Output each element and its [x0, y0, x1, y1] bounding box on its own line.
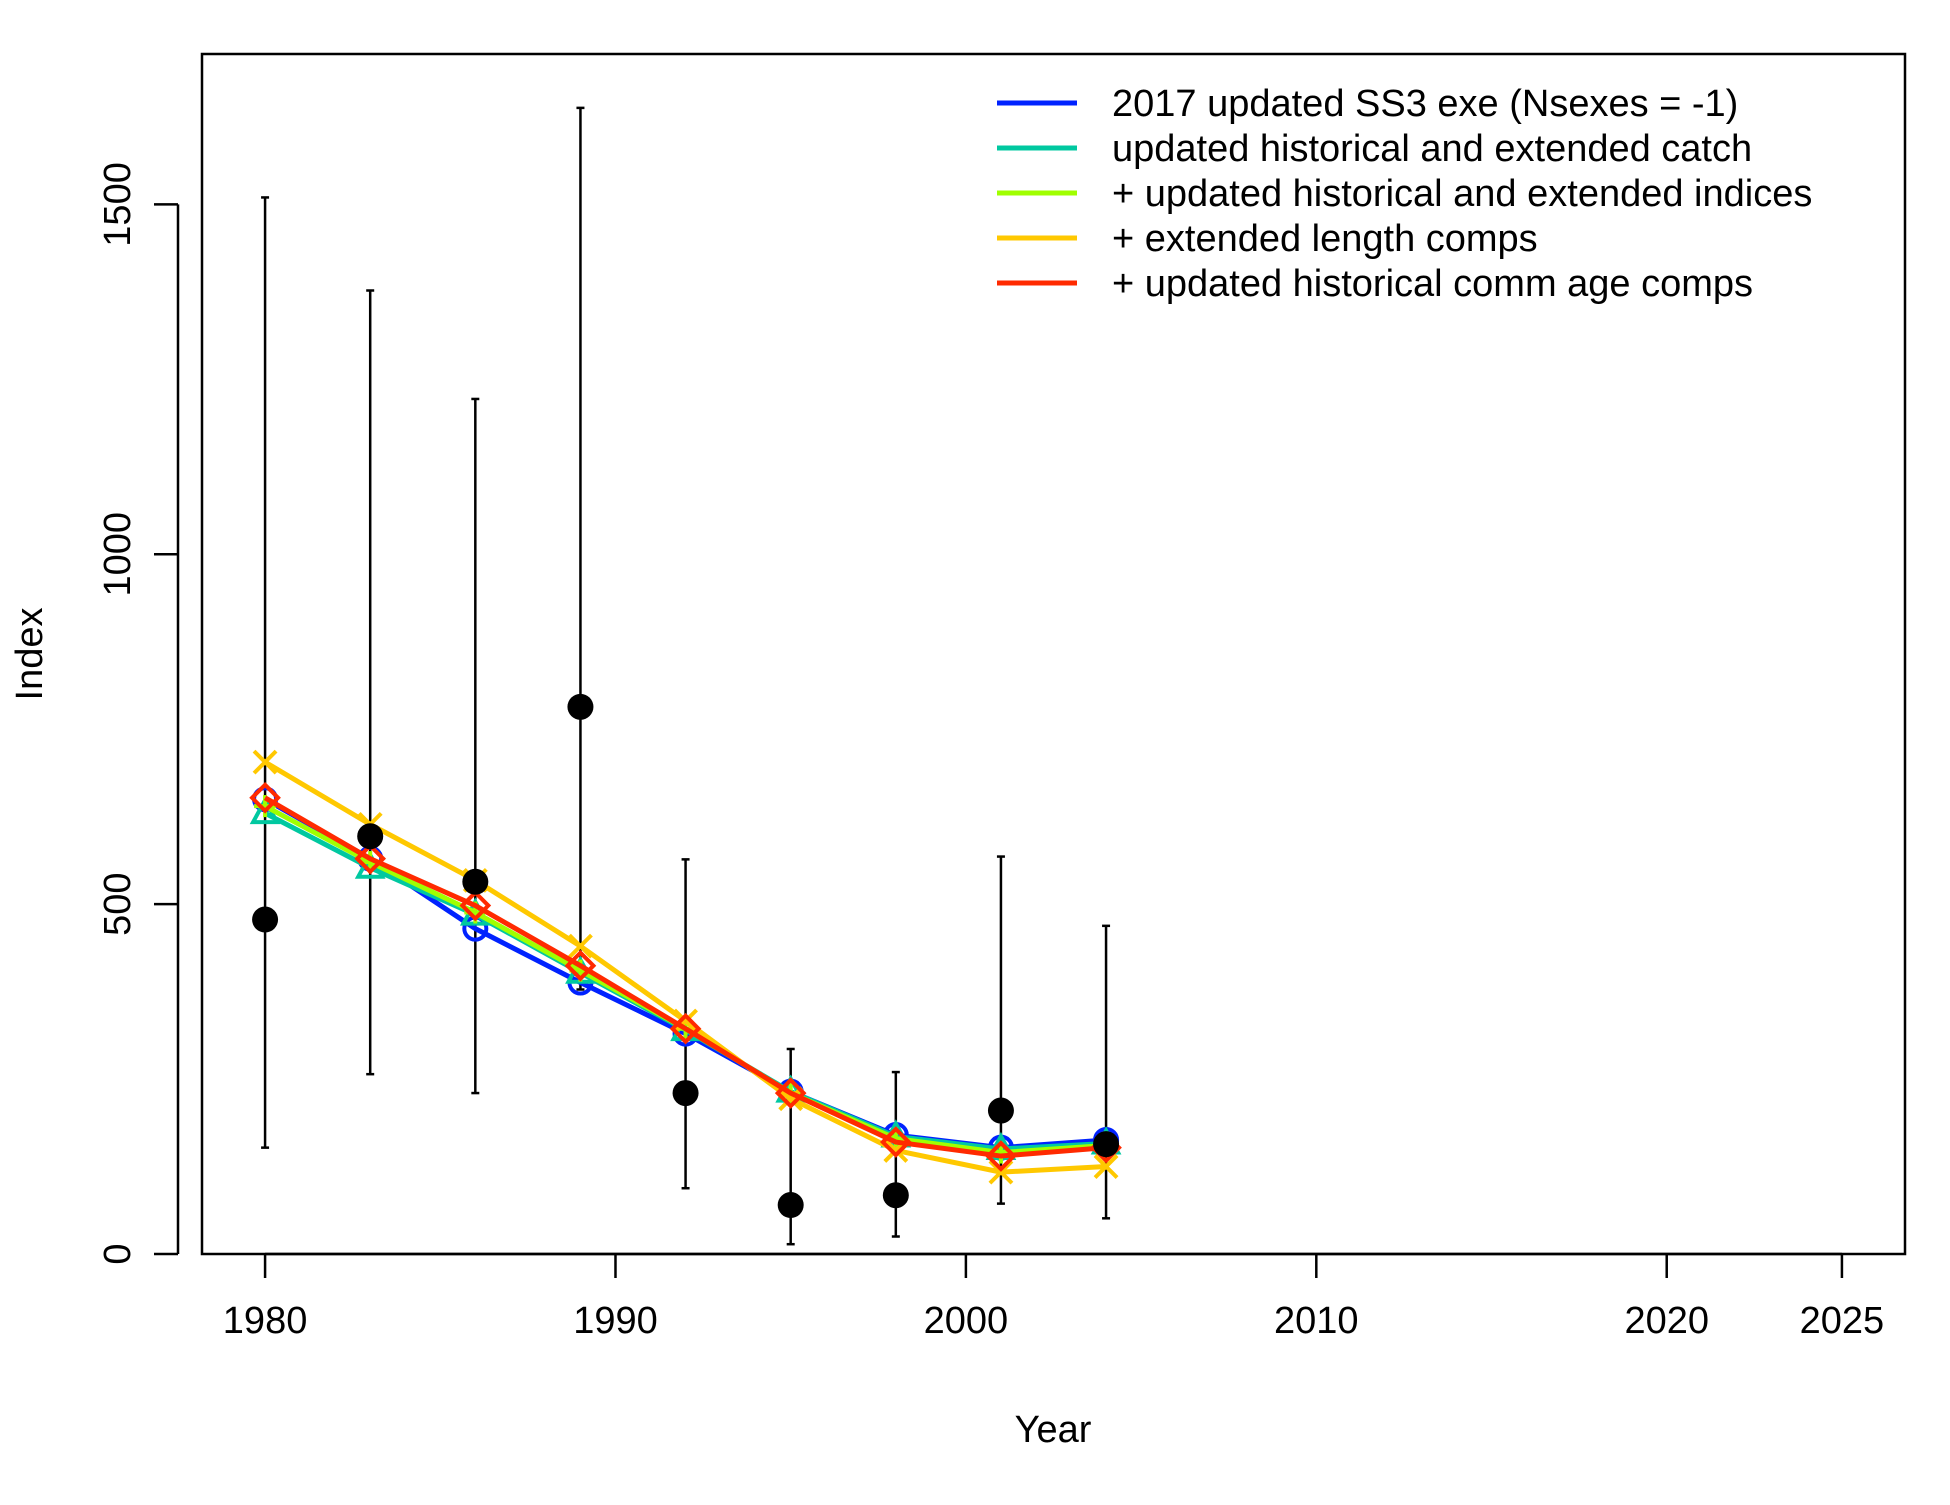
observed-point-1983 [357, 823, 384, 850]
observation-points [252, 693, 1120, 1219]
series-4-point-2001 [988, 1159, 1014, 1185]
x-tick-label-2025: 2025 [1800, 1300, 1885, 1342]
observed-point-1995 [777, 1192, 804, 1219]
x-tick-label-1990: 1990 [573, 1300, 658, 1342]
legend-label-4: + extended length comps [1112, 218, 1538, 260]
y-tick-label-1000: 1000 [97, 512, 139, 597]
series-4-point-1980 [252, 749, 278, 775]
series-5-point-1983 [354, 842, 387, 875]
y-tick-label-500: 500 [97, 872, 139, 935]
x-axis-title: Year [1015, 1409, 1092, 1451]
y-axis: 0 500 1000 1500 [97, 162, 180, 1265]
series-lines [249, 749, 1122, 1185]
series-4-point-1989 [568, 933, 593, 959]
series-5-point-1992 [669, 1012, 702, 1045]
observed-point-1998 [882, 1182, 909, 1209]
x-tick-label-2000: 2000 [924, 1300, 1009, 1342]
y-tick-label-1500: 1500 [97, 162, 139, 247]
observed-point-2004 [1093, 1131, 1120, 1158]
series-line-5 [263, 795, 1107, 1159]
series-5-point-1998 [879, 1126, 912, 1158]
x-tick-label-2010: 2010 [1274, 1300, 1359, 1342]
legend-label-5: + updated historical comm age comps [1112, 263, 1753, 305]
y-axis-title: Index [9, 608, 51, 701]
plot-frame [200, 52, 1907, 1256]
observed-point-1989 [567, 693, 594, 720]
observed-point-1980 [252, 906, 279, 933]
series-5-point-1986 [459, 889, 492, 922]
x-axis: 1980 1990 2000 2010 2020 2025 [223, 1252, 1885, 1342]
series-5-point-1995 [774, 1077, 807, 1109]
observations [261, 106, 1111, 1246]
x-tick-label-2020: 2020 [1624, 1300, 1709, 1342]
series-5-point-1989 [564, 949, 597, 982]
series-5-point-2001 [985, 1140, 1017, 1172]
legend-label-3: + updated historical and extended indice… [1112, 173, 1812, 215]
x-tick-label-1980: 1980 [223, 1300, 308, 1342]
observed-point-1986 [462, 868, 489, 895]
legend-label-2: updated historical and extended catch [1112, 128, 1752, 170]
legend-label-1: 2017 updated SS3 exe (Nsexes = -1) [1112, 83, 1738, 125]
series-4-point-2004 [1093, 1154, 1119, 1179]
y-tick-label-0: 0 [97, 1243, 139, 1264]
series-5-point-1980 [249, 781, 281, 814]
legend: 2017 updated SS3 exe (Nsexes = -1)update… [997, 83, 1812, 305]
observed-point-1992 [672, 1080, 699, 1107]
series-4-point-1992 [673, 1008, 698, 1034]
observed-point-2001 [987, 1097, 1014, 1124]
